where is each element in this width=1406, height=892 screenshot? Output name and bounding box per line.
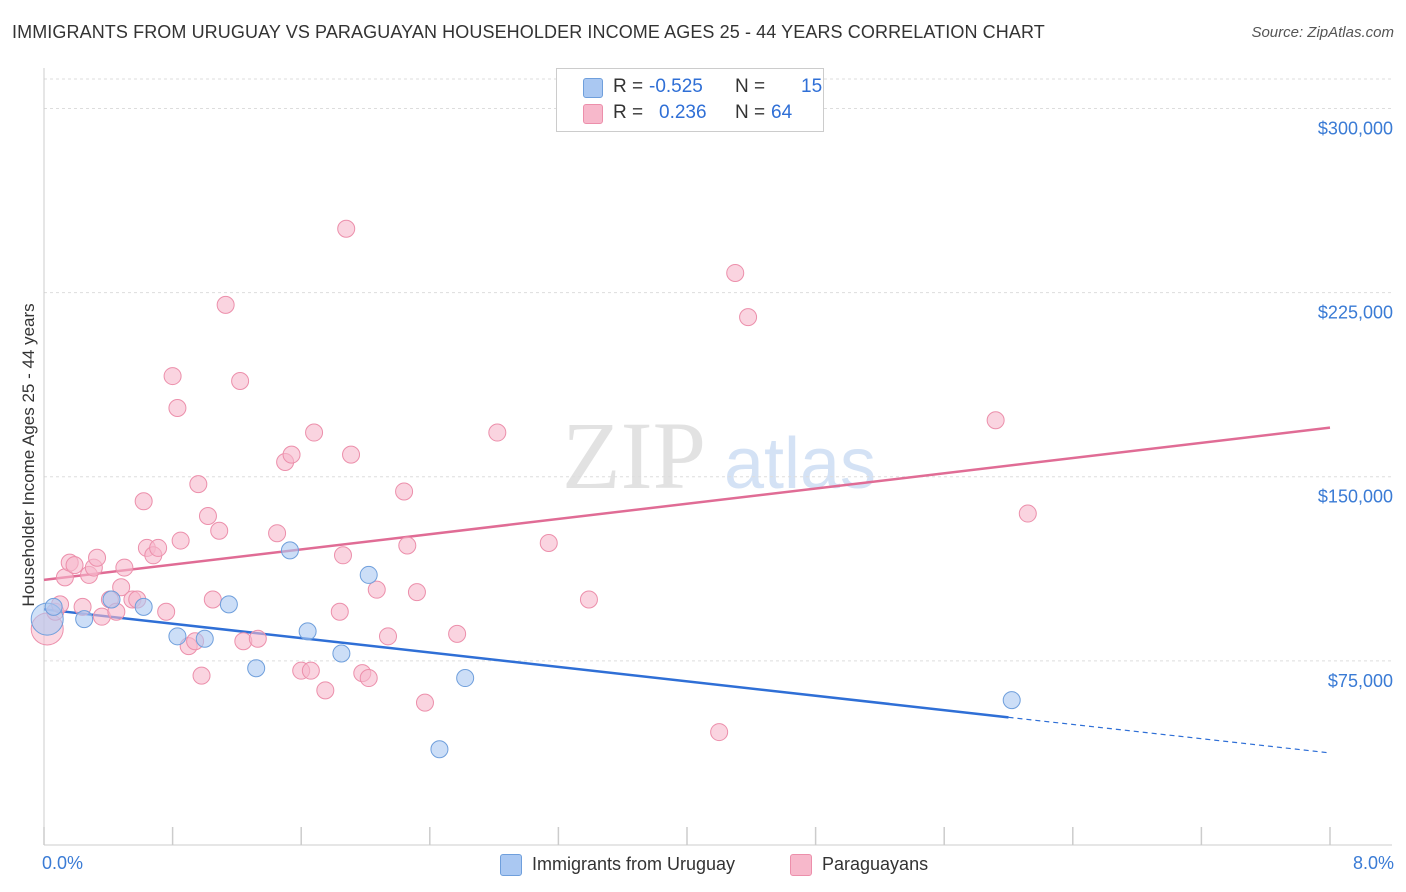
data-point [342, 445, 361, 464]
data-point [415, 693, 434, 712]
y-tick-label: $225,000 [1318, 303, 1393, 323]
data-point [247, 659, 266, 678]
data-point [198, 507, 217, 526]
data-point [430, 740, 449, 759]
data-point [65, 556, 84, 575]
data-point [1018, 504, 1037, 523]
data-point [726, 263, 745, 282]
data-point [359, 669, 378, 688]
data-point [134, 597, 153, 616]
data-point [248, 629, 267, 648]
legend-n-value: 64 [771, 102, 793, 123]
data-point [149, 538, 168, 557]
bottom-legend-swatch-paraguayans [790, 854, 812, 876]
data-point [189, 475, 208, 494]
data-point [739, 308, 758, 327]
data-point [579, 590, 598, 609]
data-points [30, 219, 1037, 759]
data-point [195, 629, 214, 648]
legend-r-value: -0.525 [649, 76, 703, 97]
data-point [986, 411, 1005, 430]
data-point [359, 565, 378, 584]
bottom-legend-label: Paraguayans [822, 854, 929, 874]
data-point [332, 644, 351, 663]
data-point [398, 536, 417, 555]
y-tick-labels: $75,000 $150,000 $225,000 $300,000 [1318, 118, 1393, 690]
legend-n-value: 15 [801, 76, 823, 97]
data-point [379, 627, 398, 646]
legend-swatch-uruguay [583, 78, 603, 98]
data-point [219, 595, 238, 614]
grid-lines [44, 78, 1392, 662]
data-point [171, 531, 190, 550]
data-point [367, 580, 386, 599]
watermark-atlas: atlas [724, 424, 876, 504]
data-point [102, 590, 121, 609]
data-point [407, 583, 426, 602]
trend-line-extension [1008, 716, 1331, 754]
data-point [395, 482, 414, 501]
data-point [168, 398, 187, 417]
y-tick-label: $75,000 [1328, 671, 1393, 691]
watermark-zip: ZIP [562, 402, 706, 509]
x-tick-label-min: 0.0% [42, 853, 84, 873]
data-point [316, 681, 335, 700]
data-point [282, 445, 301, 464]
data-point [448, 624, 467, 643]
chart-title: IMMIGRANTS FROM URUGUAY VS PARAGUAYAN HO… [12, 22, 1045, 42]
bottom-legend-label: Immigrants from Uruguay [532, 854, 736, 874]
x-tick-label-max: 8.0% [1352, 853, 1394, 873]
legend-n-label: N = [735, 102, 766, 123]
data-point [210, 521, 229, 540]
data-point [192, 666, 211, 685]
data-point [488, 423, 507, 442]
data-point [134, 492, 153, 511]
data-point [203, 590, 222, 609]
data-point [157, 602, 176, 621]
data-point [305, 423, 324, 442]
data-point [1002, 691, 1021, 710]
legend-r-label: R = [613, 102, 644, 123]
trend-line [43, 426, 1331, 582]
legend-r-value: 0.236 [659, 102, 707, 123]
data-point [231, 371, 250, 390]
data-point [333, 546, 352, 565]
data-point [298, 622, 317, 641]
data-point [330, 602, 349, 621]
legend-r-label: R = [613, 76, 644, 97]
bottom-legend-swatch-uruguay [500, 854, 522, 876]
data-point [88, 548, 107, 567]
data-point [280, 541, 299, 560]
axes [43, 68, 1392, 846]
legend-swatch-paraguayans [583, 104, 603, 124]
data-point [163, 367, 182, 386]
data-point [168, 627, 187, 646]
data-point [268, 524, 287, 543]
data-point [456, 669, 475, 688]
data-point [710, 723, 729, 742]
trend-lines [43, 426, 1331, 754]
legend-n-label: N = [735, 76, 766, 97]
y-tick-label: $300,000 [1318, 118, 1393, 138]
trend-line [43, 608, 1009, 719]
source-label: Source: ZipAtlas.com [1251, 24, 1394, 41]
data-point [216, 295, 235, 314]
data-point [337, 219, 356, 238]
correlation-legend: R = -0.525 N = 15 R = 0.236 N = 64 [556, 68, 824, 132]
data-point [301, 661, 320, 680]
data-point [115, 558, 134, 577]
data-point [539, 534, 558, 553]
data-point [112, 578, 131, 597]
data-point [44, 597, 63, 616]
y-tick-label: $150,000 [1318, 487, 1393, 507]
data-point [75, 610, 94, 629]
